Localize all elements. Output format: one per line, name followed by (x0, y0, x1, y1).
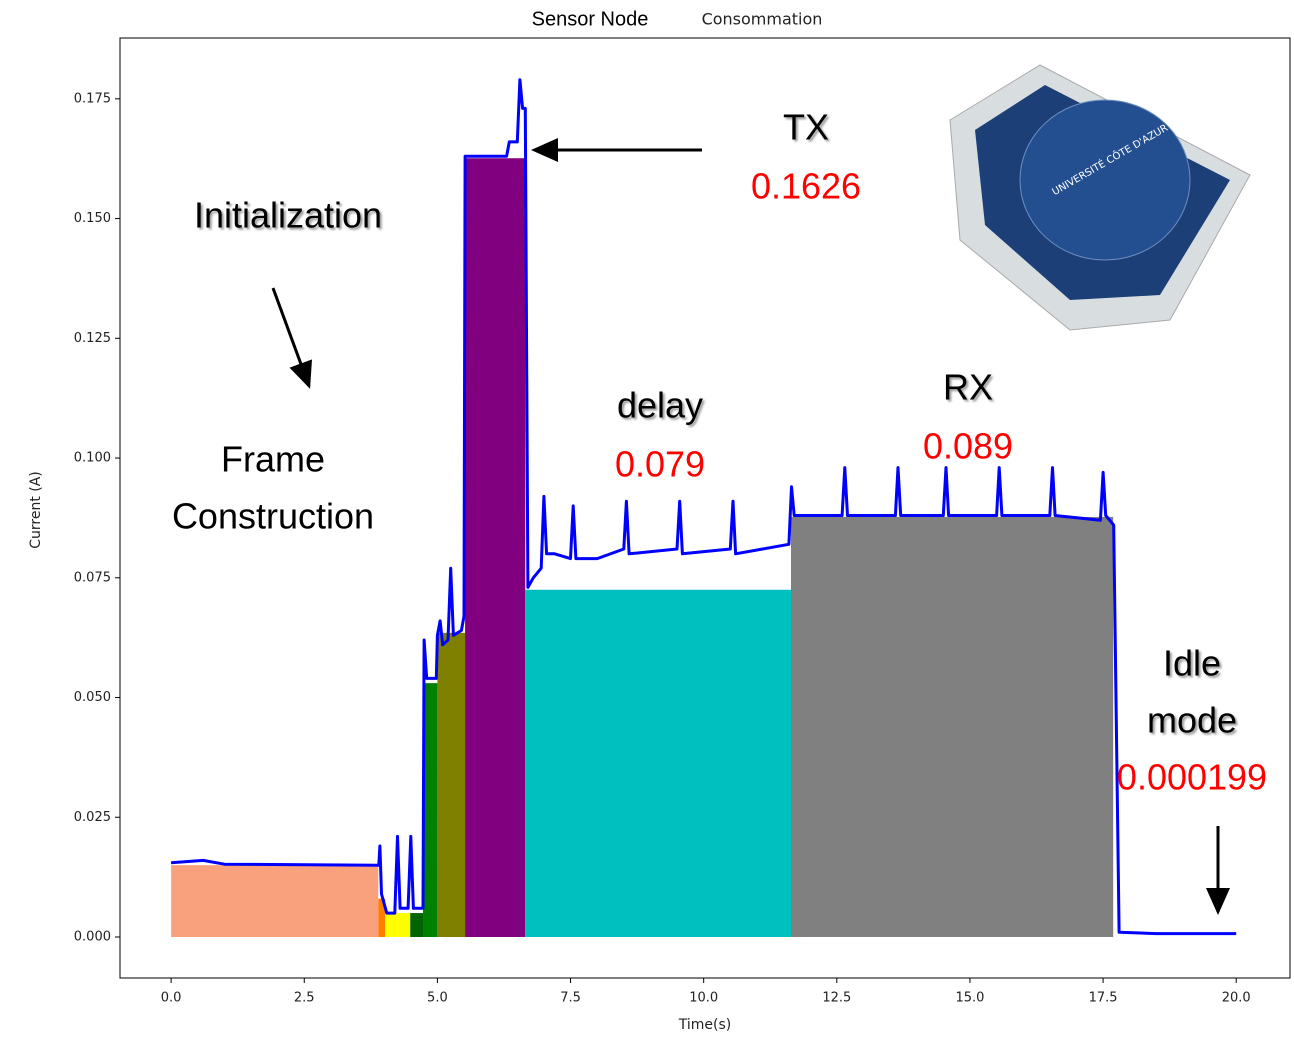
annotation: RX (943, 367, 993, 408)
device-image: UNIVERSITÉ CÔTE D'AZUR (950, 65, 1250, 330)
annotation: Frame (221, 439, 325, 480)
annotation: delay (617, 385, 703, 426)
x-tick-label: 10.0 (689, 991, 718, 1006)
chart: Sensor Node Consommation Time(s) Current… (0, 0, 1294, 1038)
x-tick-label: 7.5 (560, 991, 581, 1006)
x-tick-label: 17.5 (1089, 991, 1118, 1006)
region (385, 913, 410, 937)
region (437, 633, 465, 937)
y-axis-label: Current (A) (28, 471, 44, 549)
x-tick-label: 0.0 (161, 991, 182, 1006)
region (465, 158, 525, 937)
annotation: Idle (1163, 643, 1221, 684)
annotation-value: 0.089 (923, 426, 1013, 467)
region (410, 913, 423, 937)
y-tick-label: 0.075 (74, 570, 111, 585)
annotation: Initialization (194, 195, 382, 236)
chart-title: Consommation (702, 10, 823, 29)
y-tick-label: 0.000 (74, 930, 111, 945)
y-tick-label: 0.125 (74, 331, 111, 346)
annotation-value: 0.1626 (751, 166, 861, 207)
x-tick-label: 15.0 (955, 991, 984, 1006)
y-tick-label: 0.175 (74, 91, 111, 106)
region (525, 590, 791, 937)
y-tick-label: 0.050 (74, 690, 111, 705)
y-tick-label: 0.150 (74, 211, 111, 226)
annotation: TX (783, 107, 829, 148)
annotation-value: 0.000199 (1117, 757, 1267, 798)
x-tick-label: 12.5 (822, 991, 851, 1006)
annotation: mode (1147, 700, 1237, 741)
x-tick-label: 20.0 (1222, 991, 1251, 1006)
x-tick-label: 5.0 (427, 991, 448, 1006)
annotation: Construction (172, 496, 374, 537)
x-tick-label: 2.5 (294, 991, 315, 1006)
region (171, 865, 378, 937)
annotation-value: 0.079 (615, 444, 705, 485)
x-axis-label: Time(s) (678, 1017, 731, 1033)
arrow (273, 288, 309, 386)
chart-title: Sensor Node (532, 8, 649, 30)
y-tick-label: 0.100 (74, 451, 111, 466)
y-tick-label: 0.025 (74, 810, 111, 825)
region (791, 517, 1113, 937)
